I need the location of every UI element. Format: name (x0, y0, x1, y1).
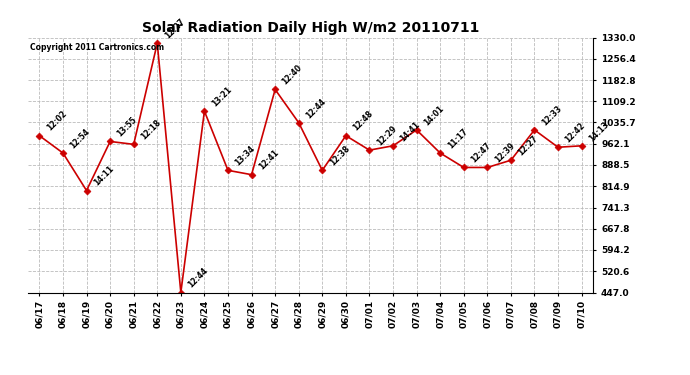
Text: 12:27: 12:27 (163, 17, 186, 40)
Text: 12:44: 12:44 (186, 266, 210, 290)
Text: 13:34: 13:34 (233, 144, 257, 168)
Text: 12:54: 12:54 (68, 127, 92, 150)
Text: 12:41: 12:41 (257, 148, 281, 172)
Text: 12:38: 12:38 (328, 144, 351, 168)
Text: 13:55: 13:55 (116, 116, 139, 139)
Text: 14:01: 14:01 (422, 104, 446, 127)
Title: Solar Radiation Daily High W/m2 20110711: Solar Radiation Daily High W/m2 20110711 (142, 21, 479, 35)
Text: 12:27: 12:27 (516, 134, 540, 158)
Text: 13:21: 13:21 (210, 85, 233, 108)
Text: 12:33: 12:33 (540, 104, 564, 127)
Text: 12:39: 12:39 (493, 141, 516, 165)
Text: 14:13: 14:13 (587, 120, 611, 143)
Text: Copyright 2011 Cartronics.com: Copyright 2011 Cartronics.com (30, 43, 164, 52)
Text: 12:40: 12:40 (281, 63, 304, 87)
Text: 12:44: 12:44 (304, 96, 328, 120)
Text: 12:48: 12:48 (351, 110, 375, 133)
Text: 14:11: 14:11 (92, 164, 115, 188)
Text: 12:02: 12:02 (45, 110, 68, 133)
Text: 14:41: 14:41 (399, 120, 422, 143)
Text: 11:17: 11:17 (446, 127, 469, 150)
Text: 12:47: 12:47 (469, 141, 493, 165)
Text: 12:42: 12:42 (564, 121, 587, 144)
Text: 12:29: 12:29 (375, 124, 398, 147)
Text: 12:18: 12:18 (139, 118, 163, 142)
